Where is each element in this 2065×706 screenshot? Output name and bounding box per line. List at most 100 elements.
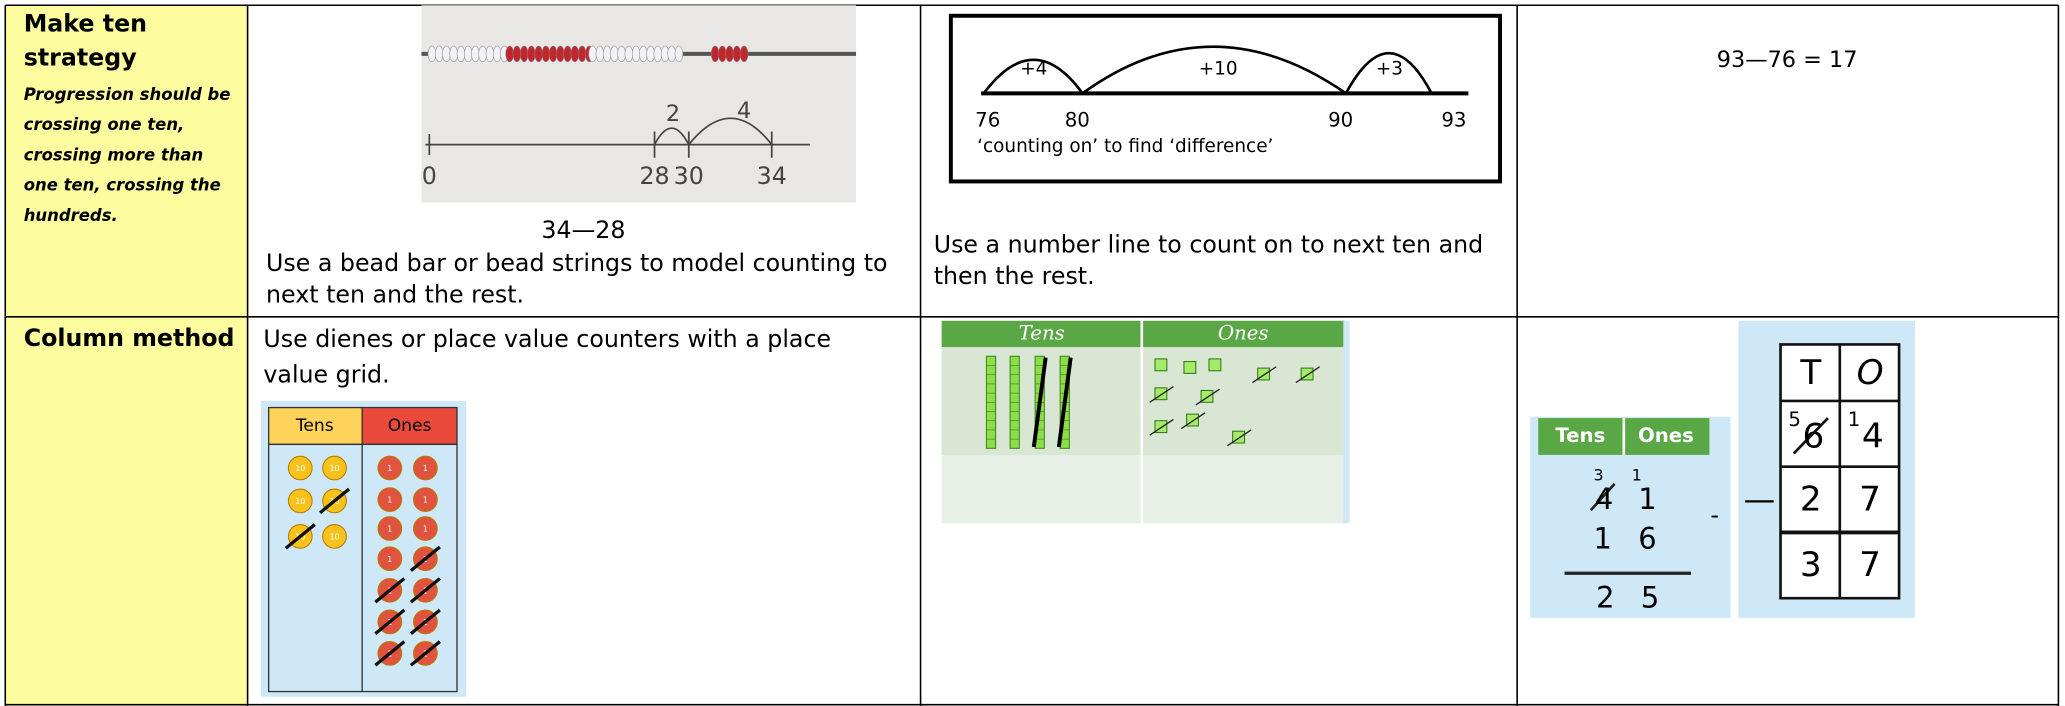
bead — [631, 45, 641, 63]
cross-out — [1031, 357, 1048, 448]
cross-out — [284, 523, 316, 550]
heading-column — [5, 5, 248, 706]
bead — [556, 45, 565, 63]
bead — [732, 45, 742, 63]
unit-cube — [1257, 367, 1271, 381]
unit-cube — [1183, 361, 1197, 374]
counter-label: 1 — [423, 464, 428, 473]
cross-out — [409, 545, 441, 572]
cross-out — [1149, 418, 1174, 436]
column-header: Tens — [1019, 321, 1065, 344]
bead — [548, 45, 558, 63]
bead — [674, 45, 684, 63]
bead — [434, 45, 444, 63]
cross-out — [1227, 429, 1252, 447]
counter — [377, 516, 403, 541]
counter-label: 1 — [423, 525, 428, 534]
row-heading: Column method — [23, 324, 235, 353]
tick-label: 93 — [1441, 108, 1466, 131]
exchange-digit: 1 — [1848, 408, 1861, 431]
unit-cube — [1154, 358, 1168, 372]
bead — [624, 45, 634, 63]
tick-label: 90 — [1328, 108, 1353, 131]
exchange-digit: 3 — [1594, 465, 1604, 484]
counter-label: 1 — [387, 525, 392, 534]
jump-label: +4 — [1020, 59, 1047, 80]
digit: 1 — [1638, 482, 1656, 516]
cross-out — [374, 608, 406, 635]
cell-text-box: Use dienes or place value counters with … — [263, 326, 831, 389]
cross-out — [374, 640, 406, 667]
counter — [413, 455, 438, 481]
digit: 7 — [1859, 545, 1881, 585]
column-header: Ones — [388, 416, 432, 436]
bead — [442, 45, 451, 63]
cross-out — [1295, 366, 1320, 384]
jump-label: 4 — [737, 98, 751, 124]
bead — [449, 45, 458, 63]
unit-cube — [1208, 358, 1222, 372]
digit: 3 — [1800, 545, 1822, 585]
cross-out — [374, 577, 406, 604]
bead — [492, 45, 502, 63]
bead — [602, 45, 612, 63]
bead — [519, 45, 529, 63]
digit: 7 — [1859, 479, 1881, 519]
counter-label: 10 — [295, 464, 305, 473]
bead — [463, 45, 473, 63]
unit-cube — [1300, 367, 1314, 381]
counter-label: 10 — [295, 497, 305, 506]
counter — [377, 546, 403, 572]
cross-out — [1195, 388, 1220, 406]
cell-text: Use a bead bar or bead strings to model … — [266, 249, 888, 309]
digit: 4 — [1862, 416, 1884, 456]
bead — [471, 45, 480, 63]
column-header: T — [1799, 353, 1821, 393]
tick-label: 34 — [757, 162, 787, 190]
crossed-digit: 6 — [1803, 416, 1825, 456]
counter — [377, 487, 403, 512]
bead — [718, 45, 727, 63]
minus-sign: — — [1744, 482, 1776, 518]
crossing-out — [1589, 482, 1616, 511]
bead — [610, 45, 619, 63]
bead — [667, 45, 676, 63]
jump-label: 2 — [666, 101, 680, 127]
counter — [287, 455, 313, 481]
counter-label: 1 — [387, 496, 392, 505]
column-header: Tens — [295, 416, 334, 436]
bead — [710, 45, 720, 63]
jump-label: +3 — [1376, 59, 1403, 80]
tick-label: 0 — [422, 162, 437, 190]
counter — [322, 524, 347, 549]
counter — [413, 487, 438, 512]
counter — [413, 516, 438, 541]
cross-out — [1180, 412, 1206, 430]
row-note: Progression should be crossing one ten, … — [23, 84, 231, 225]
counter-label: 1 — [423, 496, 428, 505]
bead — [639, 45, 648, 63]
bead — [456, 45, 466, 63]
row-heading-box: Column method — [23, 324, 235, 353]
bead-caption: 34—28 — [541, 216, 625, 244]
column-header: Ones — [1638, 424, 1694, 447]
bead — [505, 45, 514, 63]
bead — [541, 45, 551, 63]
unit-cube — [1154, 387, 1168, 401]
bead — [485, 45, 495, 63]
bead — [512, 45, 522, 63]
counter-label: 10 — [329, 464, 339, 473]
bead — [739, 45, 749, 63]
digit: 2 — [1596, 581, 1614, 615]
to-grid-lines — [1780, 344, 1900, 599]
unit-cube — [1232, 430, 1246, 444]
bead — [570, 45, 580, 63]
counter — [322, 455, 347, 481]
row-note-box: Progression should be crossing one ten, … — [23, 84, 231, 225]
bead — [725, 45, 734, 63]
number-line-caption: ‘counting on’ to find ‘difference’ — [977, 136, 1273, 157]
cell-text-box: Use a bead bar or bead strings to model … — [266, 249, 888, 309]
counter — [377, 455, 403, 481]
